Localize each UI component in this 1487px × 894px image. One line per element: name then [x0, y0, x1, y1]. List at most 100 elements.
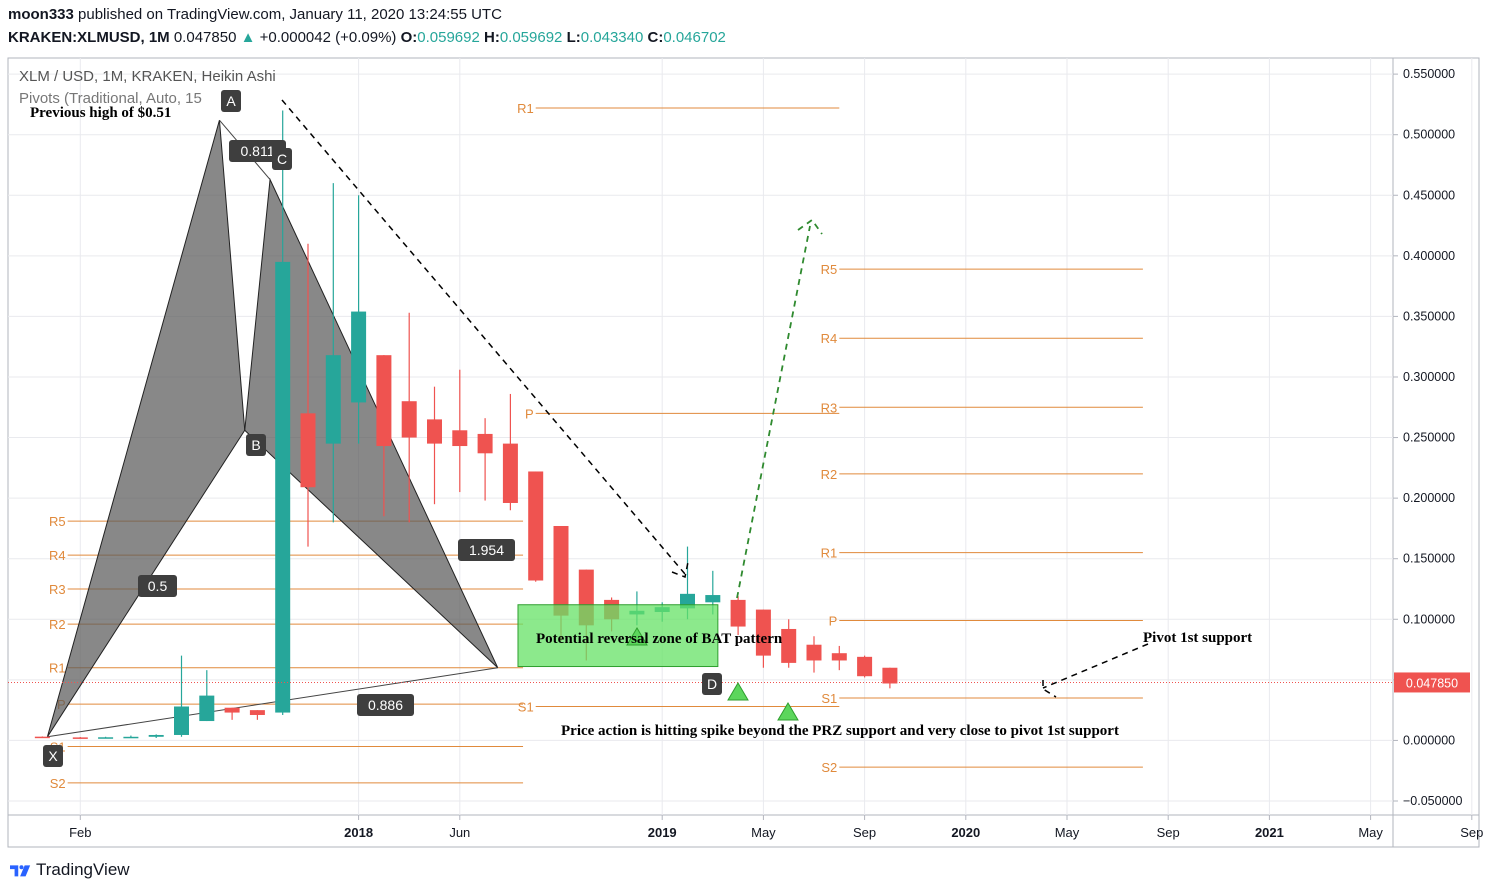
candle-body [477, 433, 493, 454]
published-text: published on TradingView.com, January 11… [78, 6, 502, 23]
y-tick-label: −0.050000 [1403, 794, 1462, 808]
pivot-label: R4 [49, 548, 66, 563]
publish-info: moon333 published on TradingView.com, Ja… [8, 6, 502, 23]
candle-body [857, 656, 873, 677]
candle-body [325, 355, 341, 444]
y-tick-label: 0.150000 [1403, 552, 1455, 566]
pivot-levels: R5R4R3R2R1PS1S2R1PS1R5R4R3R2R1PS1S2 [49, 101, 1143, 791]
candle-body [351, 311, 367, 403]
candle-body [882, 667, 898, 684]
ratio-bd-box [458, 539, 515, 561]
candle-body [34, 736, 50, 739]
y-tick-label: 0.350000 [1403, 309, 1455, 323]
close-label: C: [647, 29, 664, 46]
pivot-label: R3 [821, 400, 838, 415]
point-d: D [707, 676, 717, 692]
pivot-support-note: Pivot 1st support [1143, 630, 1252, 646]
pivot-support-arrow [1042, 643, 1149, 698]
candle-body [72, 737, 88, 739]
candle-body [528, 471, 544, 581]
point-c: C [277, 151, 287, 167]
grid-lines [7, 57, 1480, 848]
pivot-label: R2 [821, 467, 838, 482]
xd-line [47, 667, 498, 738]
ratio-xd-box [357, 694, 414, 716]
x-tick-label: 2019 [648, 825, 677, 840]
buy-signal-marker [777, 702, 799, 721]
pivot-label: R1 [49, 661, 66, 676]
last-price-tag [1394, 672, 1470, 693]
legend-title: XLM / USD, 1M, KRAKEN, Heikin Ashi [19, 68, 276, 85]
tradingview-logo-icon[interactable] [10, 863, 32, 877]
price-action-note: Price action is hitting spike beyond the… [561, 723, 1119, 739]
candle-body [730, 599, 746, 627]
pivot-label: R5 [821, 262, 838, 277]
y-tick-label: 0.550000 [1403, 67, 1455, 81]
buy-signal-marker [626, 627, 648, 646]
legend-pivots: Pivots (Traditional, Auto, 15 [19, 90, 202, 107]
up-arrow-icon: ▲ [240, 29, 256, 46]
x-tick-label: May [1358, 825, 1383, 840]
last-price: 0.047850 [173, 29, 237, 46]
ratio-xb-box [138, 575, 177, 597]
candles [34, 110, 898, 739]
candle-body [502, 443, 518, 503]
candle-body [831, 653, 847, 661]
candle-body [781, 628, 797, 663]
pivot-label: P [525, 406, 534, 421]
prz-note: Potential reversal zone of BAT pattern [536, 631, 783, 647]
point-c-box [272, 148, 292, 170]
point-x: X [48, 748, 58, 764]
candle-body [123, 736, 139, 739]
candle-body [174, 706, 189, 735]
footer: TradingView [10, 860, 130, 880]
high-label: H: [484, 29, 500, 46]
candle-body [224, 707, 240, 713]
candle-body [452, 430, 468, 447]
brand-name[interactable]: TradingView [36, 860, 130, 879]
buy-signal-marker [727, 682, 749, 701]
candle-body [376, 355, 392, 447]
candle-body [275, 261, 291, 713]
y-tick-label: 0.000000 [1403, 733, 1455, 747]
xab-triangle [46, 120, 246, 738]
pivot-label: R1 [517, 101, 534, 116]
ratio-ac-box [229, 140, 286, 162]
chart-frame [7, 57, 1480, 848]
symbol-bar: KRAKEN:XLMUSD, 1M 0.047850 ▲ +0.000042 (… [8, 29, 726, 46]
pivot-label: S1 [821, 691, 837, 706]
ratio-xd: 0.886 [368, 697, 403, 713]
candle-body [199, 695, 215, 722]
point-b-box [246, 434, 266, 456]
candle-body [755, 609, 771, 656]
candle-body [427, 419, 442, 444]
point-a-box [221, 90, 241, 112]
y-tick-label: 0.100000 [1403, 612, 1455, 626]
point-b: B [251, 437, 260, 453]
ratio-bd: 1.954 [469, 542, 504, 558]
pivot-label: P [829, 613, 838, 628]
pivot-label: R1 [821, 546, 838, 561]
price-change: +0.000042 (+0.09%) [259, 29, 397, 46]
point-a: A [226, 93, 236, 109]
y-tick-label: 0.450000 [1403, 188, 1455, 202]
pivot-label: R2 [49, 617, 66, 632]
axes: 0.550000 0.500000 0.450000 0.400000 0.350000… [69, 67, 1483, 840]
candle-body [705, 595, 721, 603]
open-value: 0.059692 [417, 29, 480, 46]
y-tick-label: 0.300000 [1403, 370, 1455, 384]
point-d-box [702, 673, 722, 695]
ratio-ac: 0.811 [241, 143, 275, 159]
pivot-label: S1 [518, 700, 534, 715]
low-value: 0.043340 [580, 29, 644, 46]
y-tick-label: 0.500000 [1403, 128, 1455, 142]
author[interactable]: moon333 [8, 6, 74, 23]
candle-body [553, 525, 569, 616]
pivot-label: R5 [49, 514, 66, 529]
pivot-label: S2 [821, 760, 837, 775]
y-tick-label: 0.400000 [1403, 249, 1455, 263]
candle-body [98, 737, 114, 739]
x-tick-label: Sep [1157, 825, 1180, 840]
pivot-label: R4 [821, 331, 838, 346]
